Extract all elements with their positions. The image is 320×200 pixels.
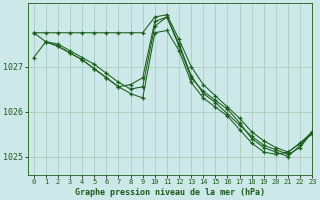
X-axis label: Graphe pression niveau de la mer (hPa): Graphe pression niveau de la mer (hPa) [75,188,265,197]
